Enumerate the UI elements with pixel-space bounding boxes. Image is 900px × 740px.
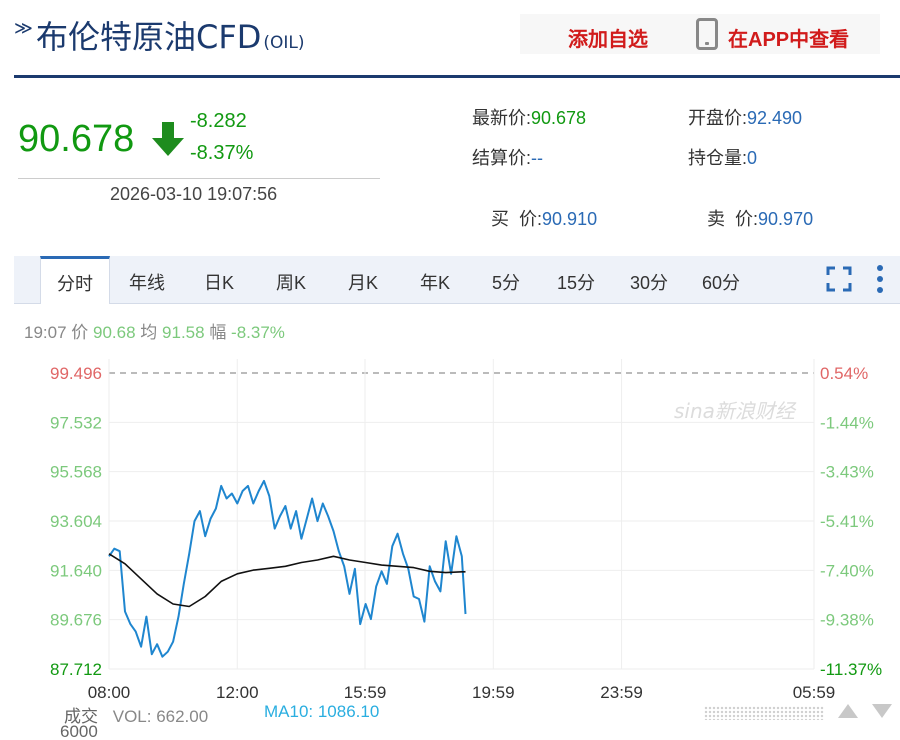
y-tick-left: 93.604 — [50, 512, 102, 531]
x-tick-label: 08:00 — [88, 683, 131, 702]
tab-60min[interactable]: 60分 — [701, 273, 741, 293]
y-tick-right: -3.43% — [820, 463, 874, 482]
scroll-up-icon[interactable] — [838, 704, 858, 718]
info-open: 开盘价:92.490 — [688, 104, 802, 130]
tab-30min[interactable]: 30分 — [629, 273, 669, 293]
legend-avg-label: 均 — [140, 323, 158, 342]
info-oi-value: 0 — [747, 148, 758, 168]
x-tick-label: 12:00 — [216, 683, 259, 702]
y-tick-right: -9.38% — [820, 611, 874, 630]
y-tick-left: 97.532 — [50, 413, 102, 432]
price-change: -8.282 — [190, 110, 247, 132]
x-tick-label: 23:59 — [600, 683, 643, 702]
view-in-app-button[interactable]: 在APP中查看 — [728, 29, 850, 51]
legend-price-label: 价 — [71, 323, 89, 342]
quote-timestamp: 2026-03-10 19:07:56 — [110, 184, 278, 204]
y-tick-left: 87.712 — [50, 660, 102, 679]
intraday-chart[interactable]: 99.496 0.54% 97.532 -1.44% 95.568 -3.43% 93.60… — [14, 256, 900, 740]
info-latest: 最新价:90.678 — [472, 104, 586, 130]
volume-axis-max: 6000 — [60, 722, 98, 740]
y-tick-right: -1.44% — [820, 413, 874, 432]
tab-yearly-k[interactable]: 年K — [419, 273, 450, 293]
y-tick-right: -5.41% — [820, 512, 874, 531]
y-tick-left: 99.496 — [50, 364, 102, 383]
info-ask-value: 90.970 — [758, 209, 814, 229]
legend-price-value: 90.68 — [93, 323, 136, 342]
volume-label: 成交 VOL: 662.00 — [64, 702, 208, 727]
x-tick-label: 05:59 — [793, 683, 836, 702]
legend-avg-value: 91.58 — [162, 323, 205, 342]
tab-15min[interactable]: 15分 — [556, 273, 596, 293]
chart-panel: 分时 年线 日K 周K 月K 年K 5分 15分 30分 60分 19:07 价… — [14, 256, 900, 740]
y-tick-left: 95.568 — [50, 463, 102, 482]
title-chevron-icon: ≫ — [14, 18, 33, 38]
info-latest-value: 90.678 — [531, 108, 587, 128]
info-settle-value: -- — [531, 148, 544, 168]
legend-range-value: -8.37% — [231, 323, 285, 342]
y-tick-left: 89.676 — [50, 611, 102, 630]
info-ask-label: 卖 价: — [707, 209, 759, 229]
x-tick-label: 15:59 — [344, 683, 387, 702]
price-change-percent: -8.37% — [190, 142, 254, 164]
tab-5min[interactable]: 5分 — [491, 273, 520, 293]
chart-legend: 19:07 价 90.68 均 91.58 幅 -8.37% — [24, 318, 285, 343]
x-tick-label: 19:59 — [472, 683, 515, 702]
info-oi-label: 持仓量: — [688, 148, 748, 168]
info-settle: 结算价:-- — [472, 144, 543, 170]
chart-period-tabs: 分时 年线 日K 周K 月K 年K 5分 15分 30分 60分 — [14, 256, 900, 304]
price-line — [108, 479, 467, 658]
page-title: 布伦特原油CFD (OIL) — [36, 12, 305, 58]
info-bid: 买 价:90.910 — [481, 184, 597, 231]
quote-divider — [18, 178, 380, 179]
last-price: 90.678 — [18, 118, 135, 160]
y-tick-right: -11.37% — [820, 660, 882, 679]
info-bid-label: 买 价: — [491, 209, 543, 229]
y-tick-right: 0.54% — [820, 364, 868, 383]
more-menu-icon[interactable] — [876, 264, 884, 294]
tab-intraday[interactable]: 分时 — [40, 256, 110, 304]
page-header — [14, 14, 900, 78]
sina-watermark: sina新浪财经 — [674, 399, 797, 423]
y-tick-left: 91.640 — [50, 561, 102, 580]
volume-value: VOL: 662.00 — [112, 707, 209, 726]
chart-scroll-handle[interactable] — [704, 706, 824, 720]
instrument-name: 布伦特原油CFD — [36, 18, 262, 56]
legend-range-label: 幅 — [209, 323, 227, 342]
tab-weekly-k[interactable]: 周K — [275, 273, 306, 293]
info-ask: 卖 价:90.970 — [697, 184, 813, 231]
info-open-interest: 持仓量:0 — [688, 144, 757, 170]
fullscreen-icon[interactable] — [826, 266, 852, 292]
header-actions: 添加自选 在APP中查看 — [520, 14, 880, 54]
volume-title: 成交 — [64, 707, 98, 726]
down-arrow-icon — [152, 122, 184, 156]
tab-yearline[interactable]: 年线 — [129, 273, 165, 293]
info-open-value: 92.490 — [747, 108, 803, 128]
legend-time: 19:07 — [24, 323, 67, 342]
instrument-code: (OIL) — [263, 33, 305, 53]
info-open-label: 开盘价: — [688, 108, 748, 128]
tab-monthly-k[interactable]: 月K — [347, 273, 378, 293]
add-to-watchlist-button[interactable]: 添加自选 — [568, 29, 648, 51]
scroll-down-icon[interactable] — [872, 704, 892, 718]
info-bid-value: 90.910 — [542, 209, 598, 229]
average-price-line — [108, 553, 466, 608]
tab-daily-k[interactable]: 日K — [203, 273, 234, 293]
phone-icon[interactable] — [696, 18, 718, 50]
volume-ma10: MA10: 1086.10 — [264, 702, 380, 721]
info-settle-label: 结算价: — [472, 148, 532, 168]
y-tick-right: -7.40% — [820, 561, 874, 580]
info-latest-label: 最新价: — [472, 108, 532, 128]
